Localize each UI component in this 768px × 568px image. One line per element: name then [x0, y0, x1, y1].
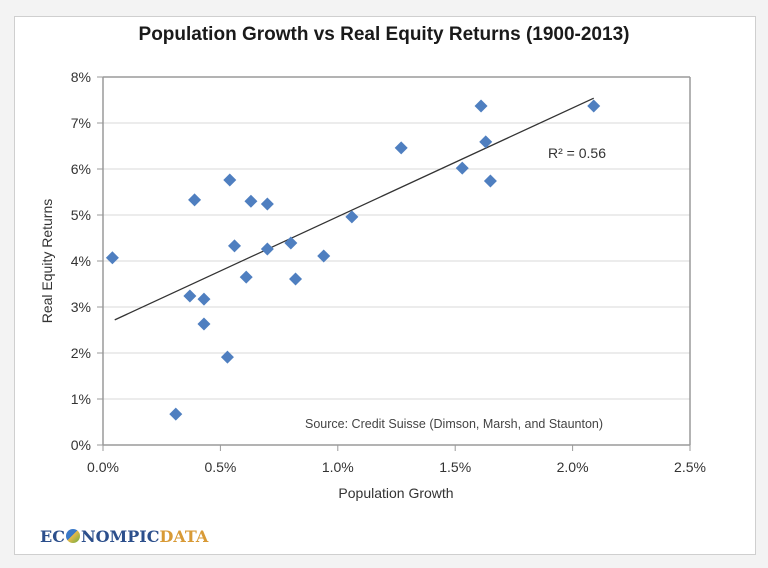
data-point — [223, 173, 237, 187]
data-point — [220, 350, 234, 364]
x-tick-label: 2.0% — [557, 459, 589, 475]
x-tick-label: 0.0% — [87, 459, 119, 475]
y-axis-label: Real Equity Returns — [39, 199, 55, 324]
data-point — [455, 161, 469, 175]
logo-text-data: DATA — [159, 527, 209, 546]
x-tick-label: 0.5% — [204, 459, 236, 475]
data-point — [105, 251, 119, 265]
y-tick-label: 4% — [71, 253, 91, 269]
globe-icon — [65, 529, 80, 543]
data-point — [183, 289, 197, 303]
data-point — [394, 141, 408, 155]
data-point — [197, 292, 211, 306]
x-tick-labels: 0.0% 0.5% 1.0% 1.5% 2.0% 2.5% — [87, 459, 706, 475]
data-point — [260, 197, 274, 211]
economicdata-logo: EC NOMPICDATA — [40, 527, 208, 546]
data-point — [479, 135, 493, 149]
gridlines — [103, 76, 690, 400]
data-point — [345, 210, 359, 224]
x-axis-label: Population Growth — [338, 485, 453, 501]
data-point — [483, 174, 497, 188]
data-point — [197, 317, 211, 331]
data-point — [317, 249, 331, 263]
y-tick-label: 3% — [71, 299, 91, 315]
data-point — [284, 236, 298, 250]
data-point — [188, 193, 202, 207]
data-point — [227, 239, 241, 253]
logo-text-nompic: NOMPIC — [80, 527, 160, 546]
y-tick-label: 5% — [71, 207, 91, 223]
chart-title: Population Growth vs Real Equity Returns… — [138, 24, 630, 45]
y-tick-label: 0% — [71, 437, 91, 453]
x-tick-label: 1.5% — [439, 459, 471, 475]
source-annotation: Source: Credit Suisse (Dimson, Marsh, an… — [305, 417, 603, 431]
x-tick-label: 2.5% — [674, 459, 706, 475]
y-tick-label: 7% — [71, 115, 91, 131]
data-point — [169, 407, 183, 421]
trendline-group — [114, 97, 595, 321]
trendline — [114, 97, 595, 321]
data-point — [587, 99, 601, 113]
y-tick-labels: 0% 1% 2% 3% 4% 5% 6% 7% 8% — [71, 69, 91, 453]
data-point — [289, 272, 303, 286]
data-point — [260, 242, 274, 256]
chart-frame — [14, 16, 756, 555]
data-point — [244, 194, 258, 208]
y-tick-label: 2% — [71, 345, 91, 361]
data-points — [105, 99, 601, 421]
logo-text-ec: EC — [40, 527, 65, 546]
x-tick-label: 1.0% — [322, 459, 354, 475]
y-tick-label: 6% — [71, 161, 91, 177]
data-point — [474, 99, 488, 113]
r-squared-label: R² = 0.56 — [548, 145, 606, 161]
axes — [97, 76, 691, 451]
y-tick-label: 8% — [71, 69, 91, 85]
data-point — [239, 270, 253, 284]
y-tick-label: 1% — [71, 391, 91, 407]
